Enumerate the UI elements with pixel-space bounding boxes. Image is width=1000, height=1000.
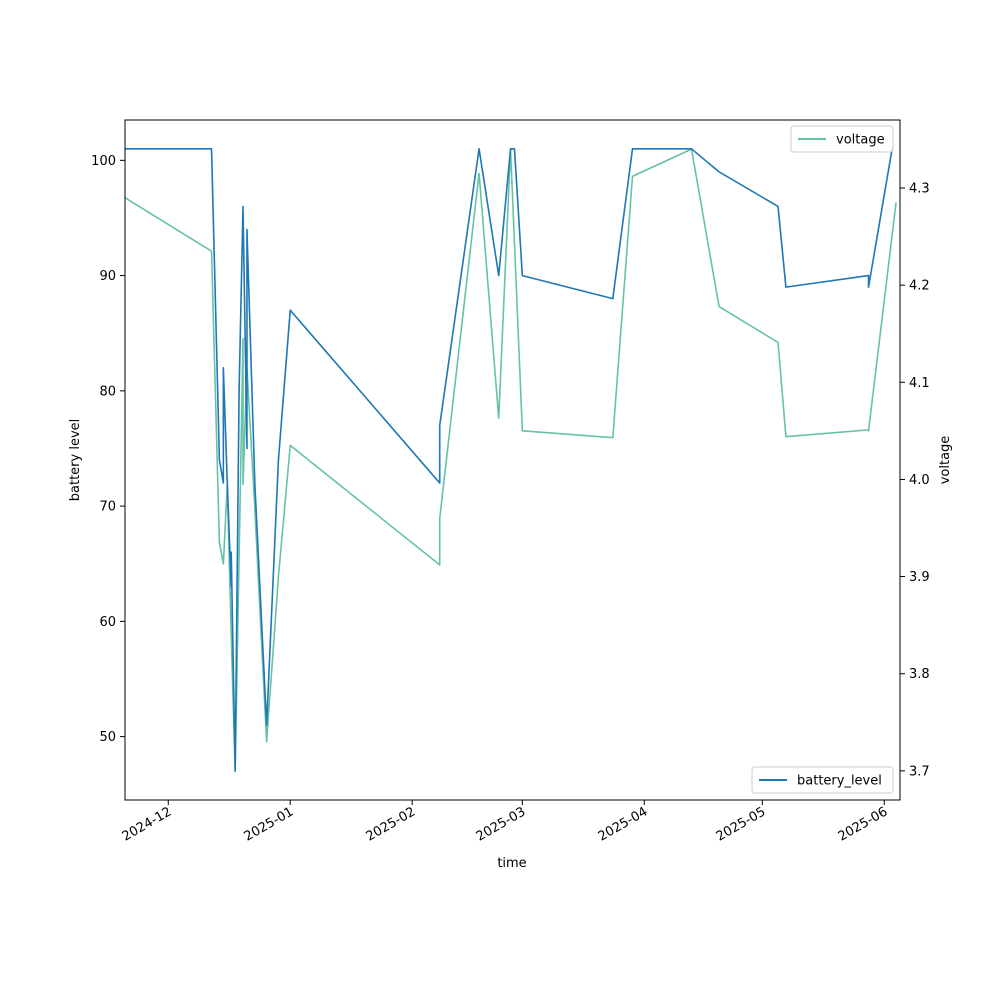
- y-right-tick-label: 4.3: [909, 182, 930, 197]
- legend-battery-level-box: [751, 766, 894, 794]
- legend-voltage-label: voltage: [836, 133, 885, 148]
- legend-battery-level-label: battery_level: [797, 774, 882, 789]
- y-left-tick-label: 70: [99, 500, 116, 515]
- y-left-tick-label: 80: [99, 384, 116, 399]
- x-axis-label: time: [497, 856, 526, 871]
- legend-voltage: voltage: [790, 125, 894, 153]
- y-right-tick-label: 3.8: [909, 667, 930, 682]
- y-right-tick-label: 3.7: [909, 764, 930, 779]
- plot-frame: [124, 119, 901, 801]
- y-axis-right-label: voltage: [938, 436, 953, 485]
- series-layer: [124, 148, 897, 772]
- y-right-tick-label: 4.2: [909, 279, 930, 294]
- y-left-tick-label: 90: [99, 269, 116, 284]
- y-axis-left-label: battery level: [68, 419, 83, 502]
- legend-battery-level: battery_level: [751, 766, 894, 794]
- y-right-tick-label: 3.9: [909, 570, 930, 585]
- y-left-tick-label: 100: [91, 154, 116, 169]
- y-left-tick-label: 50: [99, 730, 116, 745]
- legend-voltage-box: [790, 125, 894, 153]
- series-line-voltage: [124, 148, 897, 772]
- y-left-tick-label: 60: [99, 615, 116, 630]
- y-right-tick-label: 4.1: [909, 376, 930, 391]
- y-right-tick-label: 4.0: [909, 473, 930, 488]
- series-line-battery-level: [125, 148, 893, 772]
